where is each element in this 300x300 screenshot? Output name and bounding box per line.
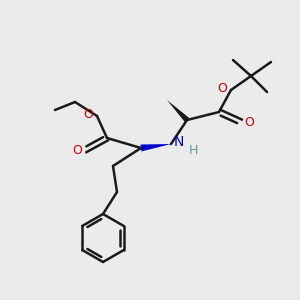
Text: N: N xyxy=(174,135,184,149)
Text: O: O xyxy=(72,143,82,157)
Text: O: O xyxy=(83,107,93,121)
Polygon shape xyxy=(140,144,171,152)
Text: O: O xyxy=(217,82,227,94)
Text: H: H xyxy=(188,143,198,157)
Polygon shape xyxy=(167,100,189,122)
Text: O: O xyxy=(244,116,254,128)
